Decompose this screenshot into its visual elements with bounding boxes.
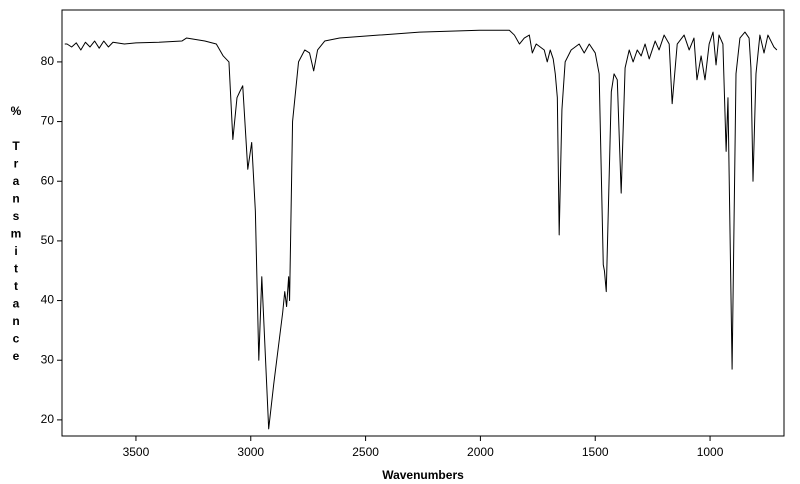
y-tick-label: 70 — [41, 114, 55, 128]
plot-frame — [61, 9, 785, 437]
y-tick-label: 80 — [41, 54, 55, 68]
x-axis-title: Wavenumbers — [382, 468, 464, 482]
x-tick-label: 2000 — [467, 445, 494, 459]
x-tick-label: 1000 — [697, 445, 724, 459]
x-tick-label: 3500 — [123, 445, 150, 459]
spectrum-line — [64, 29, 778, 430]
y-tick-label: 50 — [41, 233, 55, 247]
x-tick-label: 3000 — [237, 445, 264, 459]
x-tick-label: 1500 — [582, 445, 609, 459]
y-tick-label: 20 — [41, 412, 55, 426]
x-tick-label: 2500 — [352, 445, 379, 459]
y-tick-label: 30 — [41, 352, 55, 366]
y-tick-label: 60 — [41, 173, 55, 187]
y-tick-label: 40 — [41, 293, 55, 307]
y-axis-title: % Transmittance — [9, 104, 23, 367]
